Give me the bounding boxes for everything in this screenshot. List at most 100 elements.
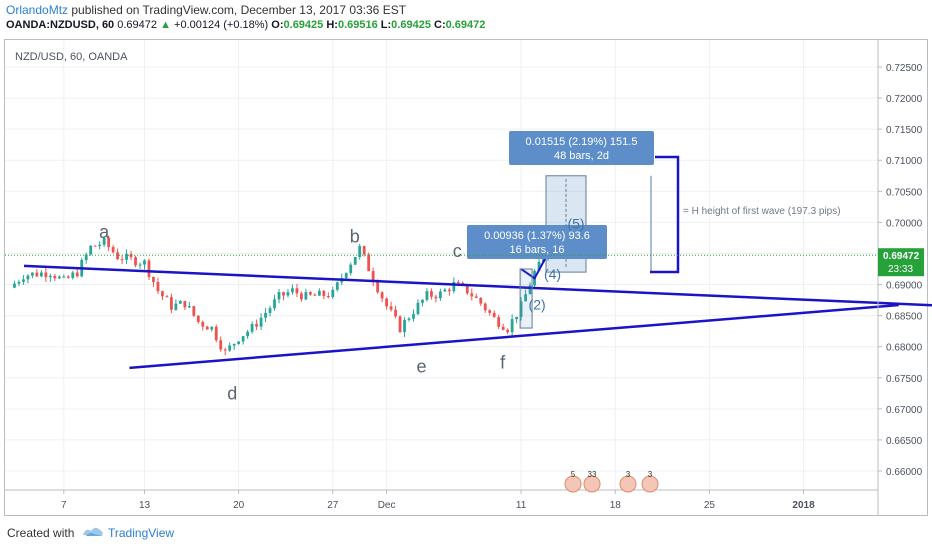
candle-body <box>474 296 478 298</box>
price-tick-label: 0.67000 <box>886 405 923 416</box>
candle-body <box>39 272 43 277</box>
measure-tools[interactable]: 0.00936 (1.37%) 93.6 16 bars, 16 0.01515 (… <box>467 131 841 329</box>
candle-body <box>250 324 254 332</box>
candle-body <box>295 288 299 294</box>
up-arrow-icon: ▲ <box>160 19 171 31</box>
measure-label-1-line2: 16 bars, 16 <box>509 244 564 256</box>
candle-body <box>264 312 267 318</box>
candle-body <box>196 315 200 322</box>
candle-body <box>470 293 474 297</box>
candle-body <box>48 275 52 278</box>
candle-body <box>376 282 380 293</box>
candle-body <box>53 275 57 279</box>
candle-body <box>75 272 79 277</box>
candle-body <box>219 340 223 350</box>
price-tick-label: 0.72000 <box>886 94 923 105</box>
candle-body <box>412 314 415 319</box>
price-tick-label: 0.66000 <box>886 467 923 478</box>
candle-body <box>497 317 501 327</box>
candle-body <box>282 292 285 296</box>
wave-labels: a b c d e f (2) (4) (5) <box>99 215 584 403</box>
price-tick-label: 0.69000 <box>886 281 923 292</box>
candle-body <box>152 277 155 283</box>
open-label: O: <box>271 19 284 31</box>
candle-body <box>465 284 469 294</box>
candle-body <box>371 271 375 283</box>
candle-body <box>241 336 245 342</box>
candle-body <box>116 252 119 260</box>
event-flag-icon <box>583 475 601 493</box>
wave-label-4: (4) <box>544 266 561 282</box>
candle-body <box>125 253 128 260</box>
candle-body <box>483 303 487 311</box>
bar-countdown-label: 23:33 <box>888 264 913 275</box>
candle-body <box>380 292 384 299</box>
pane-title: NZD/USD, 60, OANDA <box>15 51 128 63</box>
wave-label-b: b <box>350 226 360 246</box>
wave-label-e: e <box>416 357 426 377</box>
wave-label-a: a <box>99 222 110 242</box>
candle-body <box>183 300 187 308</box>
event-flag-icon <box>619 475 637 493</box>
candle-body <box>403 320 406 333</box>
candle-body <box>192 306 196 316</box>
price-tick-label: 0.72500 <box>886 63 923 74</box>
price-tick-label: 0.71000 <box>886 156 923 167</box>
candle-body <box>367 254 371 272</box>
candle-body <box>174 303 178 310</box>
candle-body <box>13 283 16 288</box>
time-axis[interactable]: 7 13 20 27 Dec 11 18 25 2018 <box>5 489 878 511</box>
candle-body <box>35 272 39 277</box>
event-flag-icon <box>564 475 582 493</box>
candle-body <box>439 291 442 299</box>
candle-body <box>17 281 21 284</box>
wave-label-f: f <box>500 353 506 373</box>
wave-height-bracket <box>650 155 680 274</box>
candle-body <box>210 326 214 330</box>
candle-body <box>228 345 232 351</box>
candle-body <box>344 273 348 279</box>
candle-body <box>385 298 388 307</box>
candle-body <box>452 282 456 292</box>
candle-body <box>421 299 424 303</box>
candle-body <box>447 289 451 292</box>
candle-body <box>170 297 173 310</box>
candle-body <box>353 257 357 265</box>
candle-body <box>134 257 137 266</box>
author-link[interactable]: OrlandoMtz <box>6 3 69 17</box>
high-value: 0.69516 <box>337 19 378 31</box>
trendline-upper <box>23 264 932 307</box>
candle-body <box>31 272 34 276</box>
price-tick-label: 0.66500 <box>886 436 923 447</box>
candle-body <box>286 292 290 296</box>
candle-body <box>443 289 447 292</box>
candle-body <box>501 326 505 330</box>
candle-body <box>111 247 115 253</box>
candle-body <box>161 291 164 297</box>
candle-body <box>524 294 527 302</box>
candle-body <box>102 237 106 245</box>
low-label: L: <box>380 19 392 31</box>
candle-body <box>93 245 97 247</box>
candle-body <box>510 319 514 333</box>
price-axis[interactable]: 0.72500 0.72000 0.71500 0.71000 0.70500 0.700… <box>5 40 924 516</box>
measure-label-2-line1: 0.01515 (2.19%) 151.5 <box>526 136 638 148</box>
candle-body <box>178 300 182 304</box>
candle-body <box>143 260 146 265</box>
tradingview-brand[interactable]: TradingView <box>108 526 175 540</box>
candle-body <box>205 326 209 330</box>
candle-body <box>528 285 532 295</box>
measure-label-1 <box>467 225 607 259</box>
candle-body <box>187 306 191 308</box>
price-tick-label: 0.68500 <box>886 312 923 323</box>
candle-body <box>237 341 241 344</box>
economic-events[interactable]: 5 33 3 3 <box>564 470 659 493</box>
grid <box>5 40 878 490</box>
price-tick-label: 0.68000 <box>886 343 923 354</box>
event-count: 5 <box>571 470 576 479</box>
trendline-lower <box>129 303 899 370</box>
candle-body <box>434 296 438 299</box>
price-tick-label: 0.67500 <box>886 374 923 385</box>
price-chart[interactable]: 0.00936 (1.37%) 93.6 16 bars, 16 0.01515 (… <box>0 0 932 516</box>
candle-body <box>84 254 88 261</box>
